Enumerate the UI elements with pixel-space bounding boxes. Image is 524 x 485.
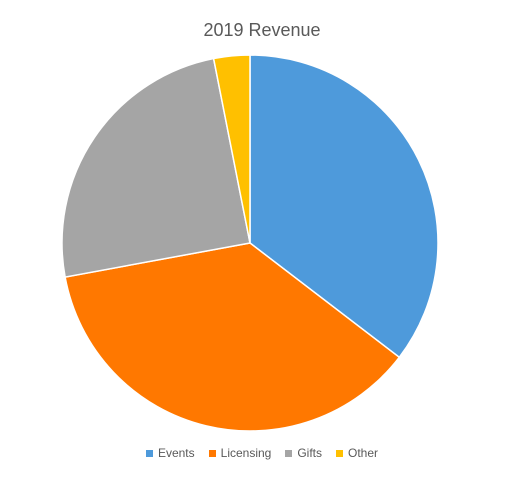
pie-slice-gifts (61, 57, 251, 278)
pie-slice-licensing (64, 242, 401, 432)
legend-label: Events (157, 446, 195, 460)
legend-item-licensing: Licensing (208, 446, 272, 460)
legend-item-other: Other (336, 446, 378, 460)
legend-swatch (145, 449, 153, 457)
pie-slice-events (249, 54, 439, 359)
legend-swatch (285, 449, 293, 457)
legend-label: Other (348, 446, 379, 460)
legend-swatch (336, 449, 344, 457)
chart-title: 2019 Revenue (203, 20, 321, 40)
legend-label: Gifts (297, 446, 323, 460)
legend-label: Licensing (220, 446, 272, 460)
legend-item-events: Events (145, 446, 195, 460)
pie-slice-other (212, 54, 251, 244)
legend-swatch (208, 449, 216, 457)
legend-item-gifts: Gifts (285, 446, 322, 460)
legend: Events Licensing Gifts Other (0, 446, 524, 460)
